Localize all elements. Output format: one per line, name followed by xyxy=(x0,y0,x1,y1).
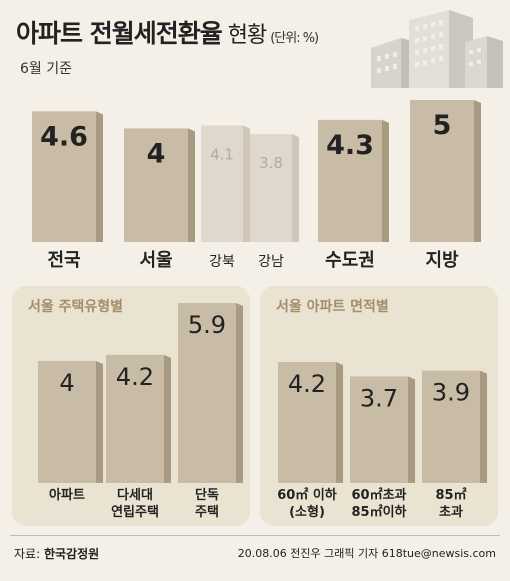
main-bar-3 xyxy=(250,134,292,242)
panel2-category-label-1-1: 85㎡이하 xyxy=(351,504,406,520)
panel2-bar-1 xyxy=(350,376,408,483)
main-bar-2 xyxy=(201,125,243,242)
panel1-value-label-2: 5.9 xyxy=(188,311,226,339)
panel2-category-label-2-0: 85㎡ xyxy=(435,487,466,503)
panel1-bar-2-side xyxy=(236,303,243,483)
main-category-label-1: 서울 xyxy=(139,250,172,271)
panel2-bar-1-side xyxy=(408,376,415,483)
main-bar-1-side xyxy=(188,128,195,242)
main-bar-5-side xyxy=(474,100,481,242)
title-main: 아파트 전월세전환율 xyxy=(16,19,223,48)
panel1-category-label-0-0: 아파트 xyxy=(49,487,85,503)
panel1-bar-1-side xyxy=(164,354,171,483)
panel1-category-label-2-0: 단독 xyxy=(195,487,219,503)
main-bar-0-side xyxy=(96,111,103,242)
credit-line: 20.08.06 전진우 그래픽 기자 618tue@newsis.com xyxy=(237,547,496,560)
main-bar-4 xyxy=(318,119,382,242)
panel1-value-label-1: 4.2 xyxy=(116,363,154,391)
panel1-bar-1 xyxy=(106,354,164,483)
source-note: 자료: 한국감정원 xyxy=(14,545,99,562)
main-bar-3-side xyxy=(292,134,299,242)
page-title: 아파트 전월세전환율 현황 (단위: %) xyxy=(16,14,319,50)
main-bar-5 xyxy=(410,100,474,242)
panel-title-apartment-area: 서울 아파트 면적별 xyxy=(276,299,389,315)
main-value-label-5: 5 xyxy=(433,110,452,141)
main-bar-0 xyxy=(32,111,96,242)
main-value-label-4: 4.3 xyxy=(326,130,374,161)
panel1-category-label-1-1: 연립주택 xyxy=(111,504,159,520)
main-value-label-2: 4.1 xyxy=(210,146,234,164)
panel2-bar-0 xyxy=(278,362,336,483)
title-suffix: 현황 xyxy=(227,23,267,48)
panel2-bar-2 xyxy=(422,370,480,483)
panel2-value-label-1: 3.7 xyxy=(360,384,398,412)
panel1-bar-2 xyxy=(178,303,236,483)
main-bar-2-side xyxy=(243,125,250,242)
panel2-category-label-0-1: (소형) xyxy=(289,504,325,520)
panel1-bar-0-side xyxy=(96,360,103,483)
subtitle: 6월 기준 xyxy=(20,61,72,77)
panel-title-housing-type: 서울 주택유형별 xyxy=(28,299,124,315)
source-name: 한국감정원 xyxy=(43,547,100,561)
main-category-label-3: 강남 xyxy=(258,254,284,270)
panel1-value-label-0: 4 xyxy=(59,369,74,397)
panel2-value-label-0: 4.2 xyxy=(288,370,326,398)
panel1-category-label-1-0: 다세대 xyxy=(117,487,153,503)
footer-divider xyxy=(10,535,500,536)
main-category-label-4: 수도권 xyxy=(325,250,375,271)
panel2-bar-0-side xyxy=(336,362,343,483)
main-category-label-2: 강북 xyxy=(209,254,235,270)
main-category-label-0: 전국 xyxy=(47,250,80,271)
panel1-category-label-2-1: 주택 xyxy=(195,504,219,520)
main-value-label-1: 4 xyxy=(147,138,166,169)
main-bar-1 xyxy=(124,128,188,242)
panel2-bar-2-side xyxy=(480,370,487,483)
main-bar-4-side xyxy=(382,119,389,242)
panel2-value-label-2: 3.9 xyxy=(432,379,470,407)
buildings-illustration xyxy=(371,10,503,88)
main-value-label-3: 3.8 xyxy=(259,154,283,172)
panel2-category-label-1-0: 60㎡초과 xyxy=(351,487,406,503)
source-label: 자료: xyxy=(14,547,41,561)
main-value-label-0: 4.6 xyxy=(40,121,88,152)
unit-label: (단위: %) xyxy=(270,31,319,46)
panel2-category-label-2-1: 초과 xyxy=(439,505,463,520)
panel2-category-label-0-0: 60㎡ 이하 xyxy=(277,487,337,503)
main-category-label-5: 지방 xyxy=(425,250,459,271)
panel1-bar-0 xyxy=(38,360,96,483)
